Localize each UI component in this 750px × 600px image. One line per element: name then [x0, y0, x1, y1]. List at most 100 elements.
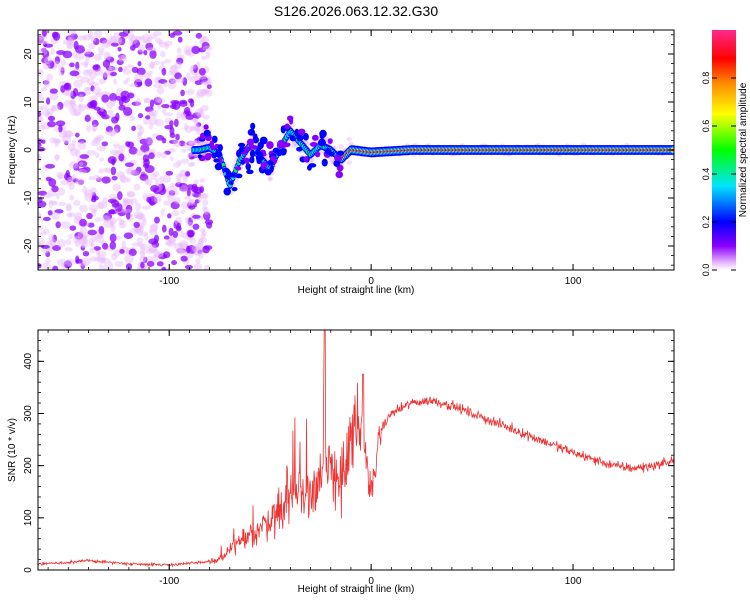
spectrogram-noise-blob — [164, 124, 174, 130]
spectrogram-branch-blob — [296, 146, 303, 152]
spectrogram-noise-blob — [150, 60, 155, 70]
spectrogram-noise-blob — [91, 197, 97, 203]
spectrogram-noise-blob — [188, 221, 194, 228]
spectrogram-noise-blob — [89, 247, 96, 254]
spectrogram-noise-blob — [140, 144, 150, 153]
spectrogram-noise-blob — [168, 78, 176, 84]
spectrogram-noise-blob — [109, 219, 115, 228]
spectrogram-noise-blob — [60, 179, 70, 186]
spectrogram-noise-blob — [77, 138, 87, 144]
spectrogram-noise-blob — [116, 171, 126, 178]
spectrogram-noise-blob — [199, 178, 206, 183]
spectrogram-noise-blob — [73, 40, 79, 50]
spectrogram-branch-blob — [284, 123, 290, 130]
spectrogram-noise-blob — [113, 143, 121, 149]
spectrogram-noise-blob — [77, 230, 84, 240]
spectrogram-branch-blob — [213, 158, 220, 163]
spectrogram-noise-blob — [186, 188, 191, 197]
spectrogram-noise-blob — [71, 103, 78, 112]
spectrogram-noise-blob — [106, 130, 115, 136]
spectrogram-noise-blob — [47, 120, 56, 128]
spectrogram-noise-blob — [57, 187, 66, 196]
spectrogram-noise-blob — [162, 251, 171, 259]
spectrogram-noise-blob — [198, 67, 206, 76]
spectrogram-noise-blob — [136, 81, 143, 86]
snr-panel: -100 0 100 0 100 200 300 400 Height of straight… — [7, 329, 675, 595]
spectrogram-halo-blob — [193, 140, 199, 145]
spectrogram-noise-blob — [136, 237, 144, 244]
spectrogram-noise-blob — [39, 231, 47, 236]
spectrogram-noise-blob — [52, 201, 58, 206]
spectrogram-branch-blob — [224, 173, 231, 180]
spectrogram-branch-blob — [223, 187, 232, 196]
spectrogram-noise-blob — [137, 44, 145, 53]
spectrogram-noise-blob — [68, 182, 75, 190]
spectrogram-xtick-label: -100 — [159, 276, 179, 287]
spectrogram-noise-blob — [101, 94, 110, 103]
spectrogram-noise-blob — [198, 193, 208, 199]
spectrogram-noise-blob — [149, 224, 158, 233]
spectrogram-noise-blob — [205, 51, 211, 59]
spectrogram-noise-blob — [97, 46, 105, 53]
spectrogram-noise-blob — [164, 239, 173, 246]
spectrogram-noise-blob — [49, 137, 57, 144]
spectrogram-noise-blob — [43, 79, 51, 88]
spectrogram-noise-blob — [193, 179, 199, 185]
spectrogram-halo-blob — [309, 157, 315, 163]
spectrogram-noise-blob — [142, 193, 148, 201]
spectrogram-noise-blob — [109, 233, 117, 243]
spectrogram-noise-blob — [38, 190, 48, 196]
spectrogram-noise-blob — [133, 210, 144, 219]
spectrogram-noise-blob — [56, 259, 67, 266]
spectrogram-noise-blob — [54, 140, 60, 147]
spectrogram-noise-blob — [175, 173, 182, 182]
spectrogram-noise-blob — [107, 109, 114, 119]
spectrogram-halo-blob — [338, 144, 344, 149]
spectrogram-noise-blob — [108, 66, 119, 71]
spectrogram-noise-blob — [188, 198, 196, 206]
spectrogram-noise-blob — [161, 108, 167, 114]
spectrogram-branch-blob — [217, 157, 223, 165]
spectrogram-noise-blob — [127, 33, 135, 42]
spectrogram-noise-blob — [88, 71, 97, 80]
spectrogram-noise-blob — [139, 231, 148, 237]
spectrogram-noise-blob — [86, 212, 93, 220]
spectrogram-noise-blob — [95, 235, 105, 244]
spectrogram-noise-blob — [75, 61, 80, 71]
spectrogram-noise-blob — [43, 194, 52, 199]
spectrogram-noise-blob — [149, 117, 158, 125]
spectrogram-noise-blob — [175, 133, 180, 141]
spectrogram-noise-blob — [94, 92, 104, 98]
spectrogram-noise-blob — [73, 235, 81, 244]
spectrogram-noise-blob — [46, 107, 54, 116]
spectrogram-noise-blob — [127, 141, 135, 148]
spectrogram-noise-blob — [200, 232, 206, 240]
spectrogram-noise-blob — [98, 168, 105, 174]
spectrogram-noise-blob — [62, 130, 73, 138]
colorbar-tick-label: 0.6 — [701, 120, 711, 133]
spectrogram-branch-blob — [318, 138, 326, 147]
spectrogram-noise-blob — [200, 104, 209, 112]
spectrogram-ytick-label: 0 — [23, 147, 34, 153]
spectrogram-noise-blob — [168, 190, 176, 196]
spectrogram-noise-blob — [179, 186, 189, 192]
snr-ticks: -100 0 100 0 100 200 300 400 — [23, 329, 675, 587]
spectrogram-halo-blob — [348, 141, 354, 147]
spectrogram-noise-blob — [185, 245, 191, 254]
spectrogram-noise-blob — [52, 245, 62, 251]
spectrogram-noise-blob — [98, 225, 105, 235]
spectrogram-noise-blob — [96, 177, 103, 182]
spectrogram-noise-blob — [138, 126, 144, 135]
spectrogram-noise-blob — [85, 69, 94, 74]
snr-ytick-label: 400 — [23, 353, 34, 370]
spectrogram-xtick-label: 100 — [565, 276, 582, 287]
spectrogram-noise-blob — [123, 200, 130, 205]
spectrogram-noise-blob — [65, 35, 76, 42]
spectrogram-noise-blob — [67, 30, 77, 36]
spectrogram-noise-blob — [131, 101, 142, 106]
spectrogram-noise-blob — [139, 250, 146, 258]
spectrogram-noise-blob — [171, 260, 178, 266]
spectrogram-noise-blob — [113, 32, 120, 39]
spectrogram-noise-blob — [167, 81, 177, 90]
